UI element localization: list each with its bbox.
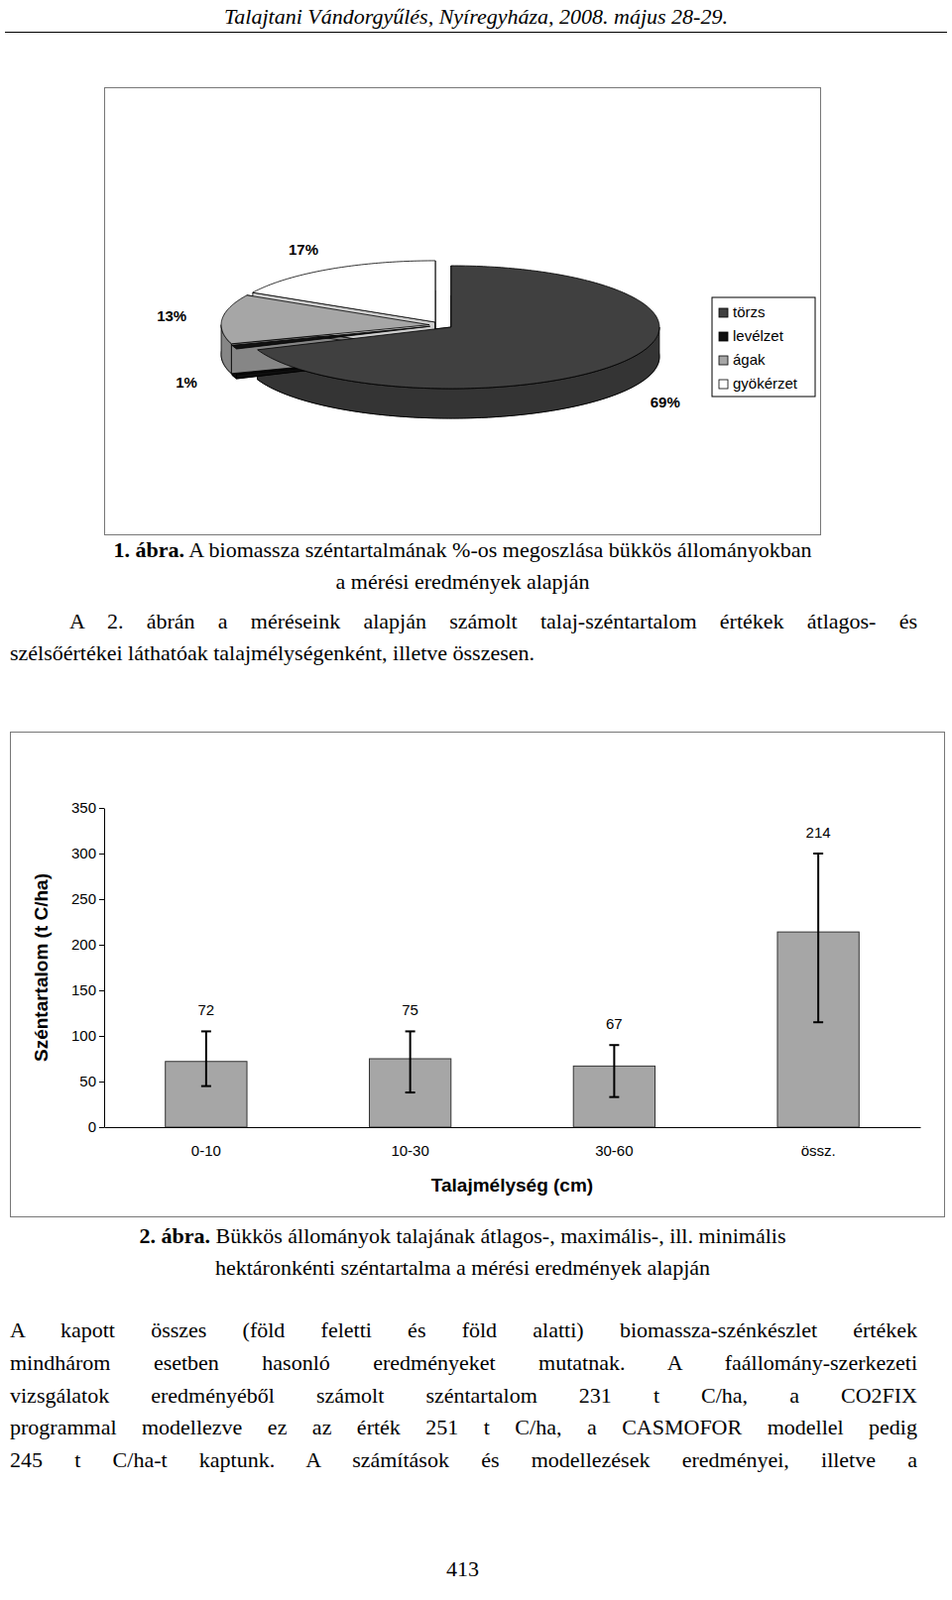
tick-mark (99, 853, 105, 855)
tick-label: 10-30 (390, 1142, 429, 1160)
tick-label: 200 (71, 936, 97, 953)
data-label: 1% (175, 373, 198, 391)
paragraph-line: programmal modellezve ez az érték 251 t … (9, 1415, 918, 1441)
tick: 0-10 (191, 1127, 222, 1160)
figure-frame: 69% 1% 13% 17% törzs levélzet ágak gyökérzet (104, 87, 822, 536)
data-label: 75 (401, 1001, 419, 1019)
tick: 250 (71, 890, 105, 908)
tick-mark (99, 808, 105, 810)
error-bar (201, 1031, 212, 1086)
axis-line (104, 809, 106, 1129)
tick-label: 150 (71, 981, 97, 999)
data-label: 67 (605, 1015, 623, 1033)
header: Talajtani Vándorgyűlés, Nyíregyháza, 200… (0, 3, 952, 30)
plot-area (165, 853, 860, 1128)
error-cap (813, 852, 824, 855)
frame (10, 732, 946, 1218)
data-label: 13% (156, 307, 187, 325)
tick-label: 0 (88, 1118, 97, 1136)
tick: 0 (88, 1118, 105, 1136)
tick: 10-30 (390, 1127, 429, 1160)
tick-label: 30-60 (595, 1142, 633, 1160)
tick-mark (99, 945, 105, 947)
error-bar (608, 1045, 619, 1097)
tick-mark (99, 899, 105, 901)
tick-mark (99, 990, 105, 992)
tick-label: össz. (801, 1142, 836, 1160)
tick: 350 (71, 799, 105, 817)
paragraph-line: A kapott összes (föld feletti és föld al… (9, 1317, 918, 1344)
tick-label: 0-10 (191, 1142, 222, 1160)
error-bar (813, 853, 824, 1023)
tick-label: 250 (71, 890, 97, 908)
paragraph-line: vizsgálatok eredményéből számolt széntar… (9, 1383, 918, 1410)
legend: törzs levélzet ágak gyökérzet (712, 297, 816, 397)
pie-sides (221, 260, 660, 419)
axis-line (105, 1127, 922, 1129)
tick: össz. (801, 1127, 836, 1160)
legend-label: gyökérzet (732, 374, 799, 392)
x-axis: 0-10 10-30 30-60 össz. (105, 1127, 922, 1160)
data-label: 17% (288, 240, 319, 258)
error-cap (608, 1096, 619, 1099)
frame (105, 88, 822, 536)
error-cap (608, 1044, 619, 1047)
tick: 100 (71, 1027, 105, 1045)
data-label: 69% (650, 393, 681, 411)
tick-mark (99, 1127, 105, 1129)
header-rule (4, 31, 948, 33)
paragraph-line: szélsőértékei láthatóak talajmélységenké… (9, 640, 918, 667)
caption-line: a mérési eredmények alapján (0, 569, 926, 595)
tick-label: 350 (71, 799, 97, 817)
error-cap (201, 1030, 212, 1033)
caption-line: hektáronkénti széntartalma a mérési ered… (0, 1255, 926, 1282)
legend-label: levélzet (732, 327, 785, 345)
legend-label: ágak (732, 351, 766, 368)
tick: 50 (79, 1072, 105, 1090)
error-stem (409, 1031, 412, 1093)
legend-label: törzs (732, 303, 766, 321)
caption-text: Bükkös állományok talajának átlagos-, ma… (216, 1223, 787, 1249)
error-stem (612, 1045, 615, 1097)
paragraph-line: mindhárom esetben hasonló eredményeket m… (9, 1350, 918, 1377)
tick-label: 300 (71, 844, 97, 862)
error-cap (405, 1091, 416, 1094)
figure-frame: 72 75 67 214 0 50 100 150 200 250 300 350 0-10 10-30 3… (9, 731, 946, 1218)
error-bar (405, 1031, 416, 1093)
tick-label: 50 (79, 1072, 97, 1090)
caption-label: 2. ábra. (139, 1223, 212, 1249)
error-cap (201, 1085, 212, 1088)
pie-tops (221, 260, 660, 389)
caption-label: 1. ábra. (114, 537, 186, 563)
error-stem (205, 1031, 208, 1086)
y-axis-title: Széntartalom (t C/ha) (30, 873, 52, 1063)
tick: 300 (71, 844, 105, 862)
x-axis-title: Talajmélység (cm) (431, 1175, 594, 1196)
y-axis: 0 50 100 150 200 250 300 350 (71, 799, 106, 1136)
legend-swatch (718, 308, 728, 318)
paragraph-line: A 2. ábrán a méréseink alapján számolt t… (69, 608, 918, 635)
tick: 30-60 (595, 1127, 633, 1160)
tick-mark (99, 1081, 105, 1083)
paragraph-line: 245 t C/ha-t kaptunk. A számítások és mo… (9, 1447, 918, 1474)
tick-label: 100 (71, 1027, 97, 1045)
caption-line: 1. ábra. A biomassza széntartalmának %-o… (0, 537, 926, 564)
data-label: 214 (806, 824, 832, 841)
page-number: 413 (0, 1556, 926, 1583)
legend-box (712, 297, 816, 397)
legend-swatch (718, 332, 728, 342)
error-cap (405, 1030, 416, 1033)
legend-swatch (718, 379, 728, 389)
error-cap (813, 1021, 824, 1024)
error-stem (817, 853, 820, 1023)
legend-swatch (718, 356, 728, 365)
tick: 200 (71, 936, 105, 953)
data-label: 72 (198, 1001, 216, 1019)
pie-slice (252, 260, 436, 323)
tick-mark (99, 1036, 105, 1038)
tick: 150 (71, 981, 105, 999)
caption-line: 2. ábra. Bükkös állományok talajának átl… (0, 1223, 926, 1250)
caption-text: A biomassza széntartalmának %-os megoszl… (188, 537, 812, 563)
